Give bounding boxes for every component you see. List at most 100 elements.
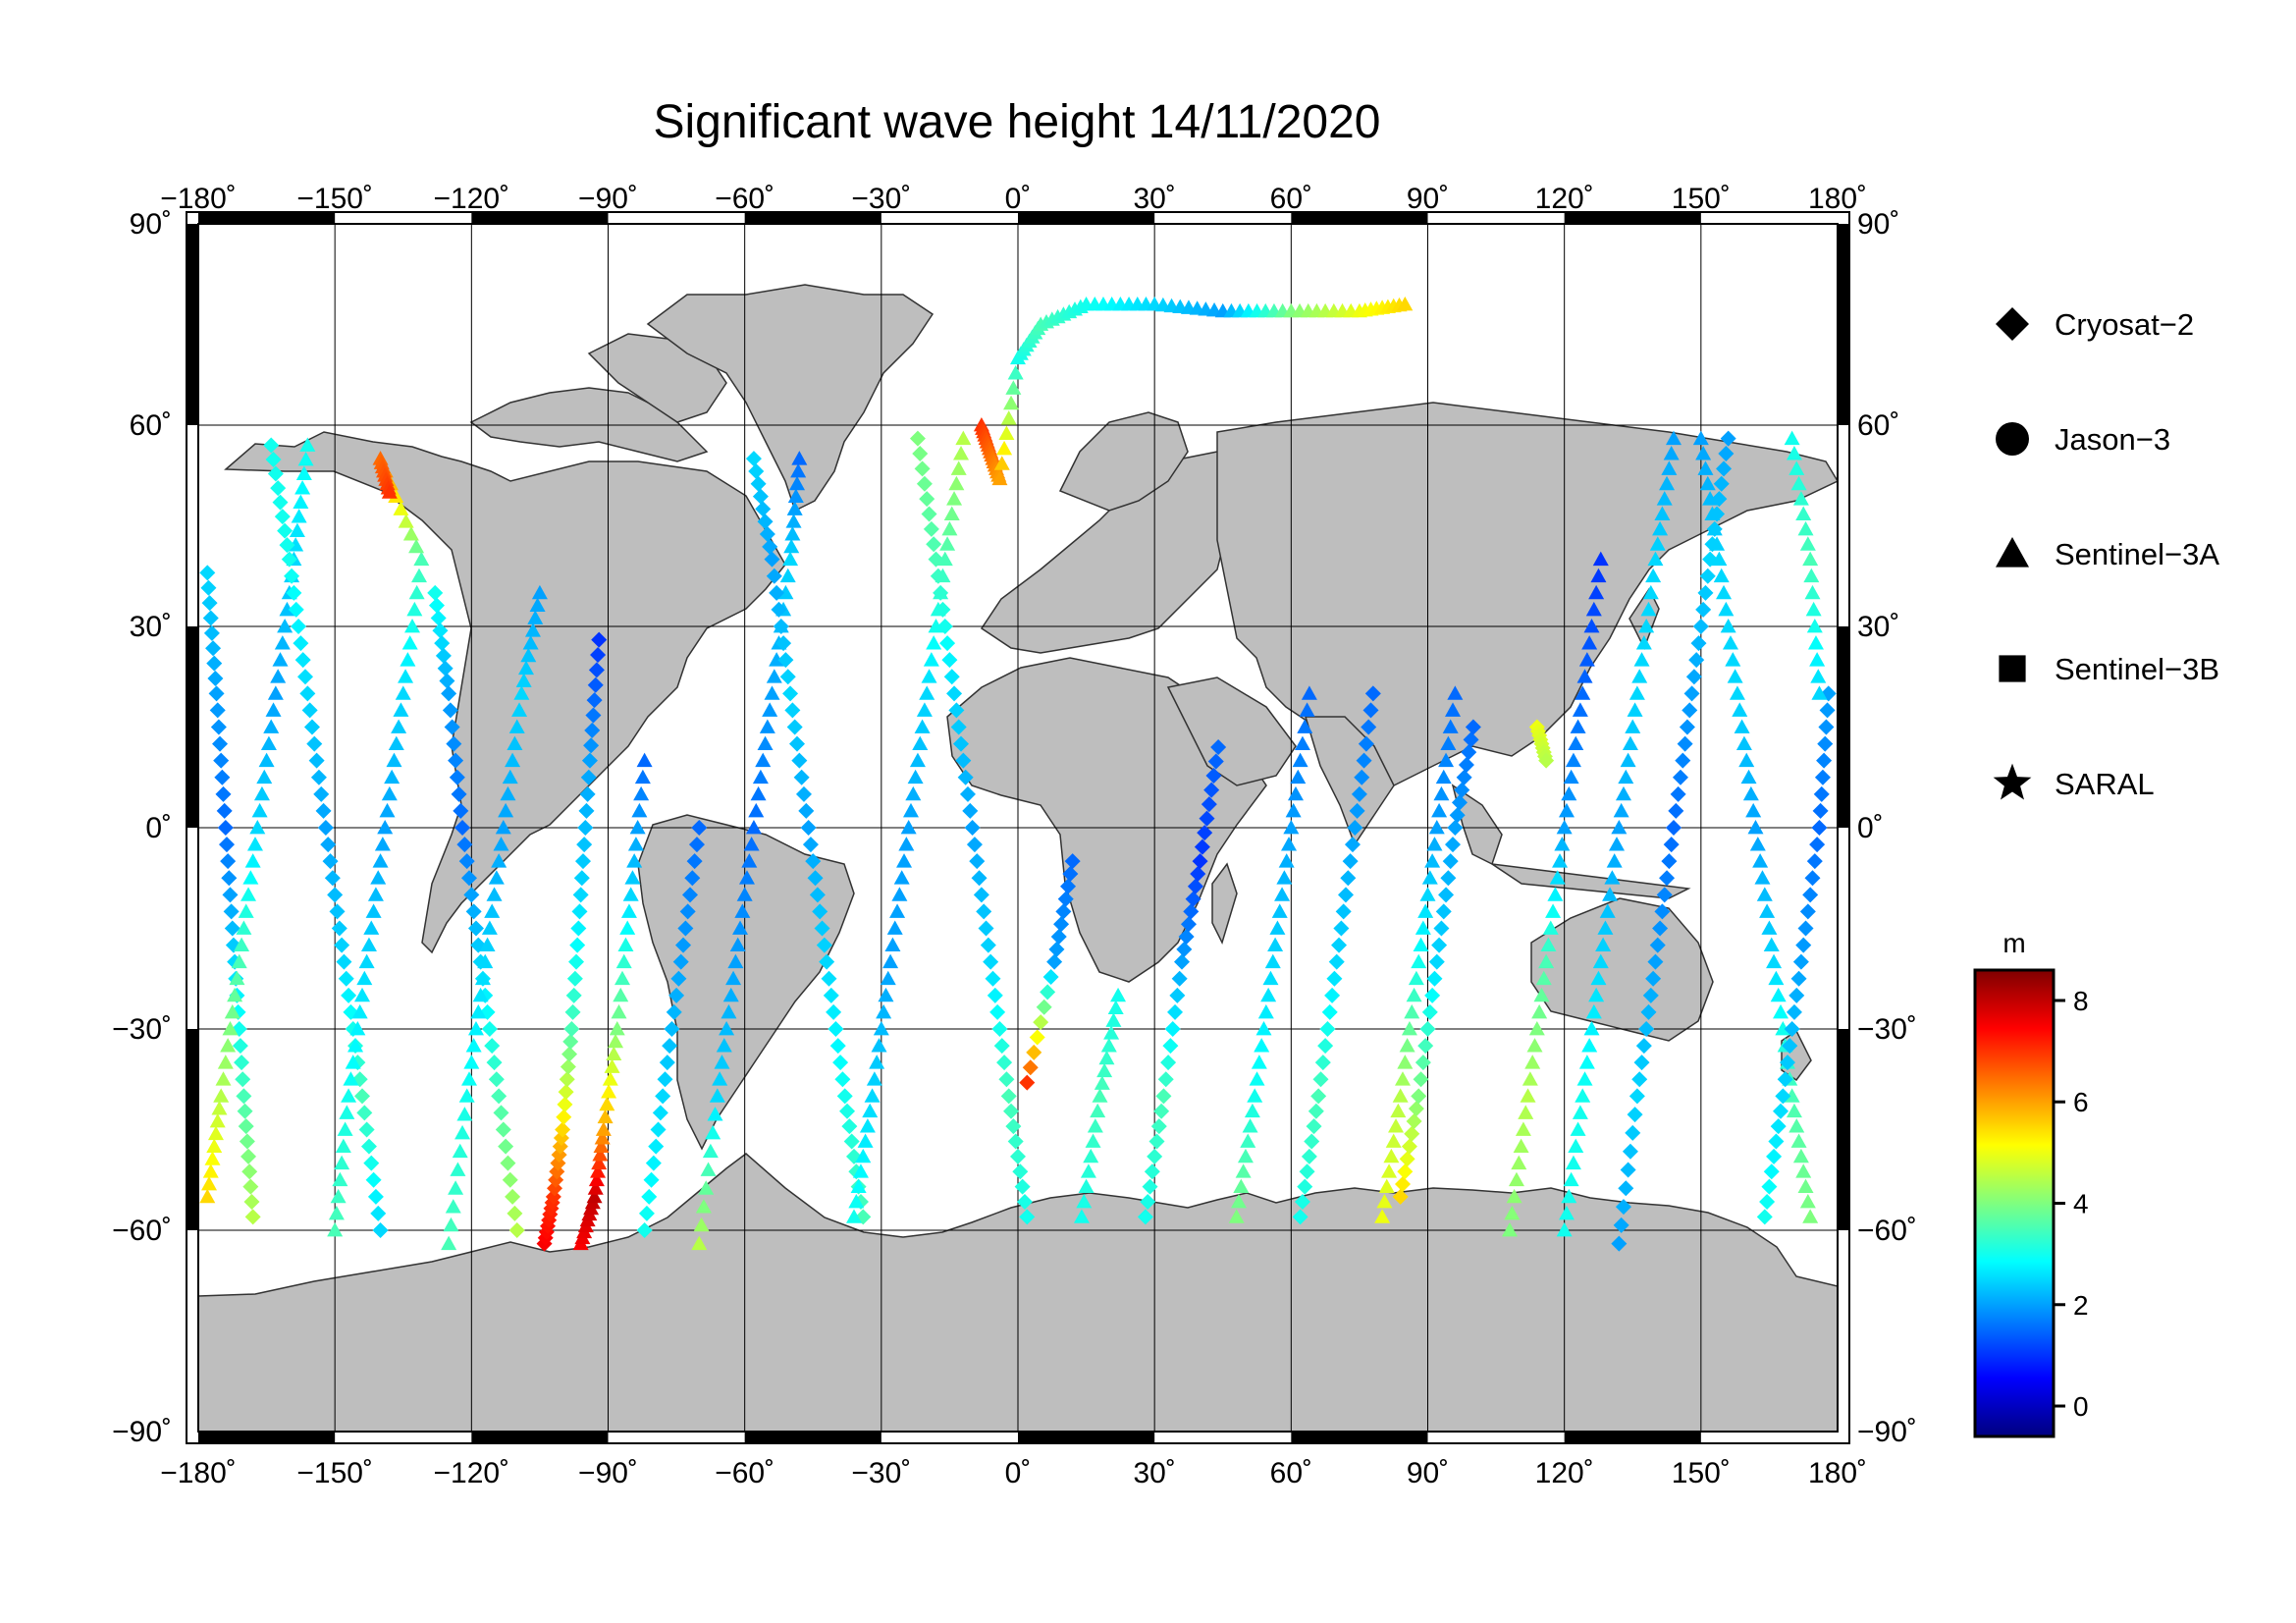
track-point [1424,853,1441,868]
track-point [1652,920,1669,937]
track-point [691,820,708,836]
track-point [1306,1118,1322,1135]
track-point [873,1021,889,1036]
track-point [1010,1148,1026,1164]
track-point [1358,735,1374,752]
lon-tick-top: −90˚ [578,183,638,215]
track-point [1818,719,1835,735]
track-point [1592,551,1609,567]
track-point [1565,1155,1581,1170]
track-point [1656,887,1673,903]
track-point [1784,1021,1800,1037]
track-point [764,551,780,568]
track-point [611,1003,627,1019]
track-point [363,1155,380,1171]
track-point [1406,1112,1422,1129]
track-point [1378,1178,1395,1193]
track-point [1576,669,1593,683]
track-point [408,584,425,600]
track-point [1766,1148,1783,1164]
track-point [1244,1103,1260,1118]
track-point [1652,520,1669,536]
track-point [1094,1075,1110,1090]
frame-segment [471,212,609,224]
track-point [1308,1103,1324,1119]
track-point [199,565,216,581]
track-point [242,1178,259,1195]
track-point [1819,702,1836,719]
track-point [367,1188,384,1205]
track-point [755,501,772,517]
track-point [1203,782,1220,798]
track-point [260,735,277,750]
track-point [1376,1193,1393,1209]
track-point [1804,584,1821,600]
track-point [614,970,630,986]
track-point [1190,865,1206,882]
track-point [513,685,530,700]
track-point [356,970,373,986]
track-point [234,937,250,951]
track-point [659,1055,675,1071]
track-point [1328,953,1345,970]
track-point [798,802,815,819]
frame-outer [186,211,1850,1444]
lon-tick-bottom: 30˚ [1133,1457,1175,1489]
track-point [855,1148,872,1163]
track-point [265,702,282,717]
track-point [750,475,767,492]
track-point [1390,1103,1407,1118]
track-point [484,1038,501,1055]
track-point [876,1003,892,1019]
track-point [339,1105,355,1119]
track-point [613,987,629,1002]
track-point [449,769,465,785]
track-point [1285,802,1302,818]
track-point [1421,1003,1438,1020]
track-point [826,1003,842,1020]
track-point [372,1222,389,1238]
track-point [1773,1003,1789,1019]
track-point [1602,887,1619,901]
track-point [1799,903,1816,920]
track-point [580,769,597,785]
track-point [1440,735,1457,750]
track-point [1806,619,1823,633]
track-point [591,631,608,648]
track-point [1003,1103,1020,1119]
track-point [857,1133,874,1148]
track-point [1183,903,1200,920]
track-point [294,652,311,669]
track-point [705,1124,721,1140]
track-point [909,752,926,768]
track-point [334,937,350,953]
track-point [443,1217,459,1232]
track-point [1092,1088,1108,1103]
track-point [561,1046,578,1062]
track-point [921,506,937,522]
track-point [586,692,603,709]
track-point [1802,1209,1819,1223]
track-point [1349,802,1365,819]
track-point [721,1003,737,1019]
track-point [1326,970,1343,987]
track-point [1228,1209,1245,1223]
track-point [784,526,801,541]
track-point [428,597,445,614]
track-point [998,425,1015,440]
track-point [1807,635,1824,650]
track-point [291,509,307,523]
track-point [777,584,794,600]
track-point [453,802,469,819]
track-point [748,802,765,818]
track-point [633,785,650,801]
track-point [620,903,637,918]
track-point [1720,619,1736,633]
track-point [1609,837,1626,851]
track-point [1585,601,1602,617]
track-point [434,635,451,652]
track-point [402,526,419,541]
track-point [634,769,651,784]
track-point [1552,853,1569,868]
track-point [1520,1088,1536,1103]
